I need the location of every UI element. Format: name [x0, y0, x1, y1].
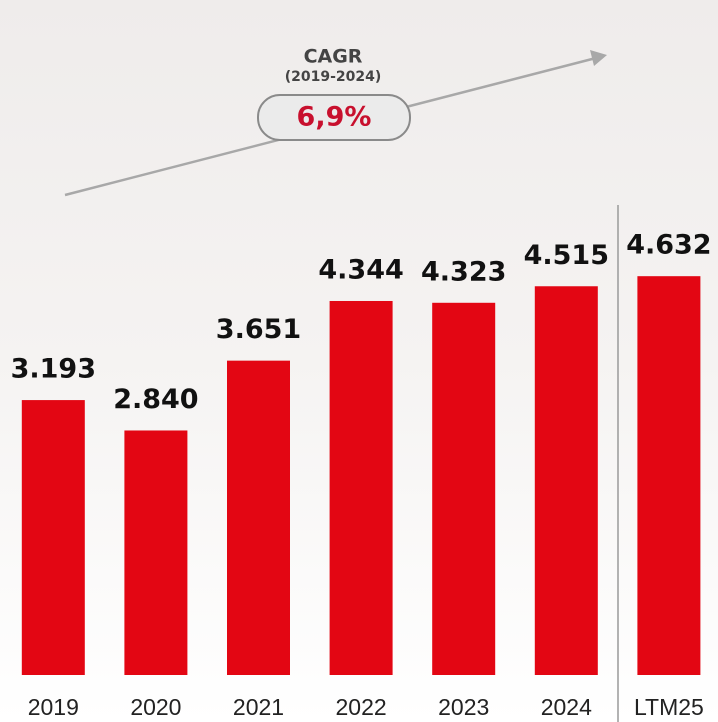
value-label: 4.632 — [626, 230, 711, 261]
bar — [21, 400, 85, 675]
value-label: 4.515 — [524, 240, 609, 271]
bar — [637, 276, 701, 675]
value-label: 3.651 — [216, 314, 301, 345]
value-label: 2.840 — [113, 384, 198, 415]
x-tick-label: 2022 — [336, 694, 387, 720]
x-tick-label: 2020 — [130, 694, 181, 720]
value-label: 4.344 — [318, 254, 403, 285]
x-tick-label: LTM25 — [634, 694, 704, 720]
bar — [329, 300, 393, 675]
cagr-period: (2019-2024) — [285, 69, 382, 85]
x-tick-label: 2024 — [541, 694, 592, 720]
bar — [534, 286, 598, 675]
cagr-title: CAGR — [304, 46, 363, 68]
value-label: 3.193 — [11, 354, 96, 385]
x-tick-label: 2023 — [438, 694, 489, 720]
x-tick-label: 2021 — [233, 694, 284, 720]
bar — [432, 302, 496, 675]
value-label: 4.323 — [421, 256, 506, 287]
bar — [124, 430, 188, 675]
x-tick-label: 2019 — [28, 694, 79, 720]
arrow-head — [590, 50, 607, 66]
cagr-value: 6,9% — [297, 102, 372, 133]
cagr-pill — [257, 94, 411, 141]
bar — [227, 360, 290, 675]
